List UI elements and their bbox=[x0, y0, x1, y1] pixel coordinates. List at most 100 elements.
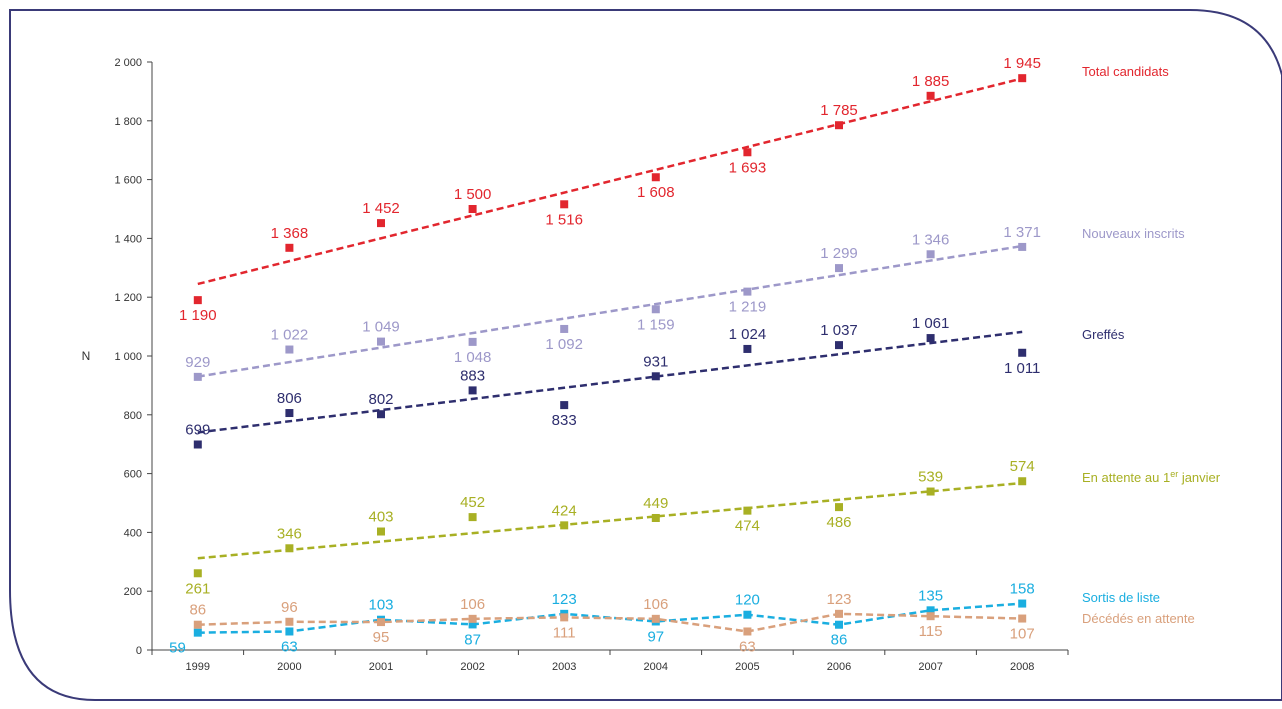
data-label: 1 037 bbox=[820, 322, 858, 339]
data-label: 123 bbox=[552, 591, 577, 608]
data-point bbox=[377, 618, 385, 627]
data-label: 86 bbox=[831, 632, 848, 649]
data-point bbox=[285, 243, 294, 252]
data-label: 1 885 bbox=[912, 73, 950, 90]
legend-entry: Décédés en attente bbox=[1082, 611, 1195, 626]
data-point bbox=[285, 345, 294, 354]
legend-entry: Sortis de liste bbox=[1082, 590, 1160, 605]
data-label: 115 bbox=[919, 623, 943, 640]
series-legend: Total candidats Nouveaux inscrits Greffés E… bbox=[1082, 64, 1221, 626]
data-label: 449 bbox=[643, 495, 668, 512]
data-point bbox=[377, 410, 385, 419]
data-label: 833 bbox=[552, 412, 577, 429]
data-point bbox=[377, 527, 385, 536]
data-label: 699 bbox=[185, 421, 210, 438]
data-point bbox=[651, 305, 660, 314]
y-axis-label: N bbox=[82, 349, 91, 363]
x-tick-label: 2002 bbox=[460, 661, 484, 673]
y-tick-label: 2 000 bbox=[114, 57, 142, 69]
trend-line bbox=[197, 330, 1023, 434]
data-point bbox=[560, 613, 569, 622]
data-label: 96 bbox=[281, 599, 298, 616]
data-label: 63 bbox=[281, 638, 298, 655]
data-label: 1 219 bbox=[729, 299, 767, 316]
data-label: 929 bbox=[185, 354, 210, 371]
legend-entry: Greffés bbox=[1082, 327, 1125, 342]
data-label: 1 022 bbox=[271, 327, 309, 344]
y-tick-label: 1 600 bbox=[114, 175, 142, 187]
data-label: 106 bbox=[643, 596, 668, 613]
y-tick-label: 1 200 bbox=[114, 292, 142, 304]
data-point bbox=[651, 513, 660, 522]
data-label: 1 190 bbox=[179, 307, 217, 324]
data-label: 1 024 bbox=[729, 326, 767, 343]
data-label: 261 bbox=[185, 580, 210, 597]
data-point bbox=[468, 337, 477, 346]
data-label: 95 bbox=[373, 629, 390, 646]
data-point bbox=[743, 148, 752, 157]
x-tick-label: 2003 bbox=[552, 661, 576, 673]
data-point bbox=[560, 401, 569, 410]
data-label: 346 bbox=[277, 525, 302, 542]
data-label: 1 693 bbox=[729, 159, 767, 176]
data-label: 103 bbox=[368, 597, 393, 614]
data-point bbox=[1018, 599, 1027, 608]
y-tick-label: 1 000 bbox=[114, 351, 142, 363]
data-point bbox=[193, 372, 202, 381]
data-point bbox=[468, 386, 477, 395]
data-label: 86 bbox=[189, 602, 206, 619]
trend-line bbox=[197, 77, 1023, 286]
data-label: 1 048 bbox=[454, 349, 492, 366]
data-label: 806 bbox=[277, 390, 302, 407]
data-label: 59 bbox=[169, 640, 186, 657]
data-point bbox=[926, 250, 935, 259]
data-point bbox=[560, 521, 569, 530]
data-label: 1 011 bbox=[1004, 360, 1040, 377]
data-point bbox=[1018, 242, 1027, 251]
data-label: 111 bbox=[553, 624, 576, 641]
data-point bbox=[1018, 614, 1027, 623]
data-point bbox=[835, 620, 843, 629]
y-tick-label: 0 bbox=[136, 645, 142, 657]
y-tick-label: 1 800 bbox=[114, 116, 142, 128]
data-point bbox=[926, 487, 935, 496]
data-point bbox=[743, 287, 752, 296]
data-point bbox=[193, 440, 202, 449]
data-point bbox=[835, 121, 843, 130]
data-label: 574 bbox=[1010, 458, 1035, 475]
x-tick-label: 2001 bbox=[369, 661, 393, 673]
x-tick-label: 2000 bbox=[277, 661, 301, 673]
data-point bbox=[285, 617, 294, 626]
data-point bbox=[193, 296, 202, 305]
data-point bbox=[193, 628, 202, 637]
data-point bbox=[560, 200, 569, 209]
data-label: 1 346 bbox=[912, 231, 950, 248]
data-label: 883 bbox=[460, 367, 485, 384]
data-label: 1 049 bbox=[362, 319, 400, 336]
y-tick-label: 200 bbox=[124, 586, 142, 598]
data-point bbox=[743, 627, 752, 636]
legend-entry: Nouveaux inscrits bbox=[1082, 226, 1185, 241]
rounded-border bbox=[9, 9, 1282, 701]
data-point bbox=[926, 606, 935, 615]
x-tick-label: 2008 bbox=[1010, 661, 1034, 673]
data-point bbox=[560, 324, 569, 333]
data-label: 424 bbox=[552, 502, 577, 519]
data-point bbox=[835, 264, 843, 273]
data-point bbox=[835, 341, 843, 350]
data-point bbox=[743, 344, 752, 353]
data-label: 1 945 bbox=[1003, 55, 1041, 72]
data-label: 1 516 bbox=[545, 211, 583, 228]
data-label: 106 bbox=[460, 596, 485, 613]
data-labels: 1 190 1 368 1 452 1 500 1 516 1 608 1 693 1 785… bbox=[169, 55, 1041, 656]
data-point bbox=[651, 372, 660, 381]
data-label: 97 bbox=[647, 628, 664, 645]
data-point bbox=[468, 614, 477, 623]
data-point bbox=[193, 620, 202, 629]
data-point bbox=[468, 620, 477, 629]
series-lines bbox=[197, 77, 1023, 634]
data-label: 1 159 bbox=[637, 316, 675, 333]
data-point bbox=[651, 614, 660, 623]
data-label: 474 bbox=[735, 518, 760, 535]
trend-line bbox=[197, 244, 1023, 378]
